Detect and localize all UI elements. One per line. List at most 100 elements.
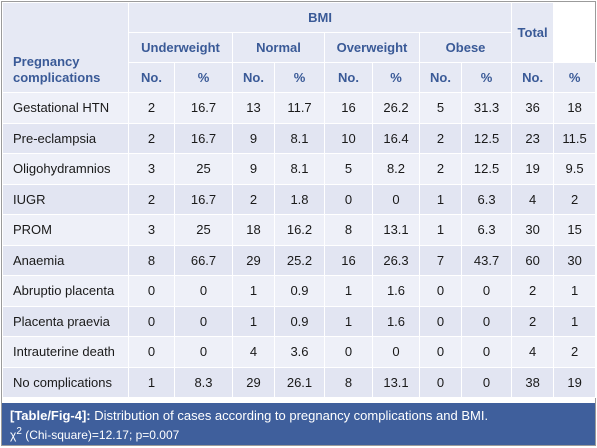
table-cell: 30 (511, 214, 555, 246)
table-cell: 9.5 (553, 153, 597, 185)
sub-header-percent: % (174, 62, 233, 93)
table-cell: 1.6 (372, 275, 420, 307)
table-cell: 0 (128, 305, 175, 337)
table-cell: 1 (128, 366, 175, 398)
table-cell: 8.1 (274, 153, 325, 185)
table-cell: 8.3 (174, 366, 233, 398)
chi-exponent: 2 (16, 426, 22, 437)
table-row: Oligohydramnios 3 25 9 8.1 5 8.2 2 12.5 19 9.5 (2, 153, 597, 185)
overweight-header: Overweight (324, 32, 420, 63)
table-cell: 0 (372, 336, 420, 368)
table-cell: 0 (174, 336, 233, 368)
table-cell: 11.7 (274, 92, 325, 124)
table-cell: 0 (419, 275, 462, 307)
table-cell: 1 (419, 214, 462, 246)
table-row: No complications 1 8.3 29 26.1 8 13.1 0 0 38 19 (2, 366, 597, 398)
table-cell: 8 (324, 366, 373, 398)
table-cell: 16.2 (274, 214, 325, 246)
table-cell: 0 (324, 336, 373, 368)
table-row: Abruptio placenta 0 0 1 0.9 1 1.6 0 0 2 1 (2, 275, 597, 307)
table-cell: 0 (419, 366, 462, 398)
first-column-header-line2: complications (13, 70, 101, 85)
table-cell: 0 (128, 275, 175, 307)
table-cell: 2 (128, 183, 175, 215)
table-cell: 2 (553, 183, 597, 215)
table-caption: [Table/Fig-4]: Distribution of cases acc… (2, 403, 595, 445)
table-cell: 1 (553, 305, 597, 337)
table-cell: 26.3 (372, 244, 420, 276)
table-cell: 0 (419, 336, 462, 368)
table-cell: 1 (553, 275, 597, 307)
table-row: IUGR 2 16.7 2 1.8 0 0 1 6.3 4 2 (2, 183, 597, 215)
table-cell: 2 (232, 183, 275, 215)
row-label: IUGR (2, 183, 129, 215)
table-cell: 19 (511, 153, 555, 185)
table-header: Pregnancy complications BMI Total Underw… (2, 2, 597, 93)
table-cell: 12.5 (460, 122, 513, 154)
table-cell: 9 (232, 153, 275, 185)
table-cell: 16.7 (174, 122, 233, 154)
complications-table: Pregnancy complications BMI Total Underw… (2, 2, 597, 398)
table-cell: 0 (460, 275, 513, 307)
chi-symbol: χ (10, 428, 17, 442)
row-label: Pre-eclampsia (2, 122, 129, 154)
table-cell: 1 (324, 305, 373, 337)
normal-header: Normal (232, 32, 325, 63)
table-cell: 30 (553, 244, 597, 276)
table-cell: 12.5 (460, 153, 513, 185)
table-cell: 23 (511, 122, 555, 154)
table-cell: 0 (174, 275, 233, 307)
table-cell: 6.3 (460, 183, 513, 215)
table-cell: 0 (460, 336, 513, 368)
table-cell: 13.1 (372, 214, 420, 246)
table-cell: 66.7 (174, 244, 233, 276)
caption-text: Distribution of cases according to pregn… (94, 408, 489, 423)
sub-header-percent: % (460, 62, 513, 93)
table-cell: 26.1 (274, 366, 325, 398)
table-cell: 1 (324, 275, 373, 307)
table-cell: 18 (553, 92, 597, 124)
table-cell: 38 (511, 366, 555, 398)
table-row: Intrauterine death 0 0 4 3.6 0 0 0 0 4 2 (2, 336, 597, 368)
table-cell: 2 (128, 122, 175, 154)
caption-reference: [Table/Fig-4]: (10, 408, 91, 423)
caption-stats: (Chi-square)=12.17; p=0.007 (25, 428, 180, 442)
sub-header-percent: % (372, 62, 420, 93)
table-cell: 29 (232, 244, 275, 276)
table-cell: 13.1 (372, 366, 420, 398)
row-label: Intrauterine death (2, 336, 129, 368)
table-row: Gestational HTN 2 16.7 13 11.7 16 26.2 5 31.3 36 1… (2, 92, 597, 124)
row-label: Abruptio placenta (2, 275, 129, 307)
table-cell: 0.9 (274, 305, 325, 337)
table-cell: 2 (419, 122, 462, 154)
table-cell: 4 (232, 336, 275, 368)
table-cell: 25 (174, 153, 233, 185)
first-column-header-line1: Pregnancy (13, 54, 80, 69)
table-cell: 1.6 (372, 305, 420, 337)
table-row: Anaemia 8 66.7 29 25.2 16 26.3 7 43.7 60 30 (2, 244, 597, 276)
table-cell: 25 (174, 214, 233, 246)
table-cell: 1 (419, 183, 462, 215)
row-label: Gestational HTN (2, 92, 129, 124)
table-cell: 8 (324, 214, 373, 246)
table-cell: 2 (511, 305, 555, 337)
table-cell: 8 (128, 244, 175, 276)
table-cell: 3.6 (274, 336, 325, 368)
sub-header-percent: % (274, 62, 325, 93)
table-cell: 8.2 (372, 153, 420, 185)
sub-header-no: No. (419, 62, 462, 93)
table-cell: 36 (511, 92, 555, 124)
table-cell: 5 (419, 92, 462, 124)
table-cell: 4 (511, 183, 555, 215)
row-label: Anaemia (2, 244, 129, 276)
table-cell: 3 (128, 214, 175, 246)
table-cell: 16 (324, 244, 373, 276)
table-cell: 0 (460, 305, 513, 337)
table-cell: 13 (232, 92, 275, 124)
table-cell: 1 (232, 305, 275, 337)
table-cell: 2 (511, 275, 555, 307)
bmi-header: BMI (127, 2, 513, 33)
table-cell: 4 (511, 336, 555, 368)
table-cell: 6.3 (460, 214, 513, 246)
table-cell: 60 (511, 244, 555, 276)
